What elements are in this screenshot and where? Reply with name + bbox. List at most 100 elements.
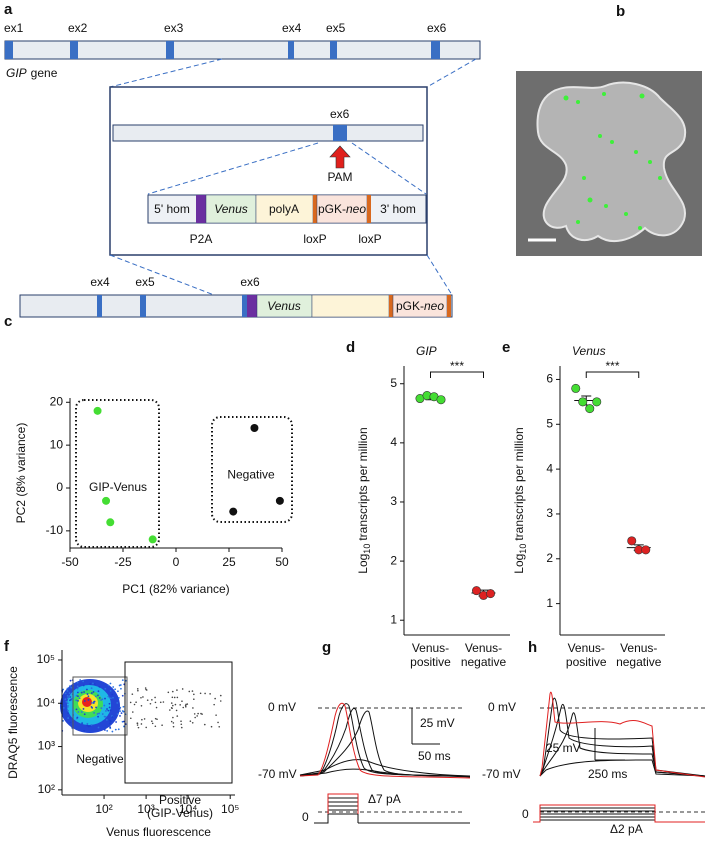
exon <box>333 125 347 141</box>
pam-arrow <box>329 145 351 169</box>
event <box>98 685 101 688</box>
x-tick-line: positive <box>566 655 607 669</box>
density-cloud <box>60 679 120 733</box>
x-tick-label: Venus-negative <box>616 641 662 669</box>
event <box>170 707 173 709</box>
gene-name: GIP <box>6 66 27 80</box>
x-tick-label: 10³ <box>137 802 154 816</box>
event <box>76 685 79 688</box>
segment-label: pGK-neo <box>318 202 366 216</box>
segment-label: Venus <box>214 202 248 216</box>
gate-label-line: (GIP-Venus) <box>147 806 213 820</box>
event <box>119 715 121 717</box>
event <box>151 699 153 701</box>
x-axis-label: Venus fluorescence <box>106 825 211 839</box>
event <box>104 697 106 700</box>
event <box>109 697 112 700</box>
event <box>76 687 79 690</box>
event <box>75 699 78 702</box>
zoom-line <box>426 58 477 88</box>
event <box>68 695 71 698</box>
exon-label: ex4 <box>282 21 302 35</box>
event <box>119 684 122 686</box>
zoom-line <box>351 142 427 195</box>
x-tick-label: 25 <box>222 555 236 569</box>
exon-label: ex6 <box>330 107 350 121</box>
event <box>219 700 222 702</box>
x-tick-line: Venus- <box>620 641 657 655</box>
segment-label-part: pGK- <box>318 202 346 216</box>
event <box>70 686 73 689</box>
event <box>171 696 174 699</box>
segment-label: 3' hom <box>380 202 416 216</box>
event <box>85 688 88 691</box>
event <box>154 701 157 704</box>
event <box>109 709 112 712</box>
event <box>68 692 71 695</box>
loxp-segment <box>313 195 317 223</box>
event <box>66 690 69 692</box>
event <box>78 697 81 700</box>
event <box>104 729 106 731</box>
event <box>103 704 106 707</box>
exon <box>140 295 146 317</box>
y-tick-label: 3 <box>546 506 553 520</box>
inset-bar <box>112 124 424 142</box>
event <box>142 696 144 698</box>
event <box>108 702 111 705</box>
event <box>154 696 156 699</box>
voltage-trace <box>539 759 706 777</box>
event <box>193 698 195 701</box>
point <box>436 395 446 405</box>
current-zero: 0 <box>302 810 309 824</box>
event <box>151 722 154 725</box>
panel-letter: d <box>346 339 355 356</box>
event <box>76 681 79 684</box>
exon-label: ex6 <box>240 275 260 289</box>
event <box>121 694 124 697</box>
point <box>571 383 581 393</box>
scale-label: 25 mV <box>546 741 581 755</box>
event <box>77 700 79 702</box>
y-label-part: transcripts per million <box>512 427 526 540</box>
y-tick-label: 5 <box>546 416 553 430</box>
event <box>83 700 86 702</box>
event <box>112 686 115 688</box>
event <box>119 710 121 713</box>
event <box>91 706 94 709</box>
event <box>64 692 67 695</box>
event <box>131 693 134 695</box>
event <box>193 713 196 715</box>
event <box>218 725 221 728</box>
panel-letter: c <box>4 313 12 330</box>
y-tick-label: 4 <box>390 435 397 449</box>
y-axis-label: PC2 (8% variance) <box>14 423 28 524</box>
event <box>145 688 147 691</box>
positive-events <box>61 679 222 733</box>
event <box>117 690 119 693</box>
event <box>180 720 182 723</box>
segment-label: 5' hom <box>154 202 190 216</box>
event <box>87 699 90 701</box>
x-tick-label: Venus-positive <box>566 641 607 669</box>
y-tick-label: 1 <box>390 612 397 626</box>
event <box>66 694 69 697</box>
event <box>111 716 114 718</box>
event <box>92 691 95 693</box>
event <box>200 712 202 715</box>
y-axis-label: Log10 transcripts per million <box>356 427 372 573</box>
x-tick-line: Venus- <box>412 641 449 655</box>
gate-label: Negative <box>76 752 124 766</box>
event <box>209 693 211 695</box>
event <box>104 687 107 690</box>
x-tick-label: Venus-negative <box>461 641 507 669</box>
event <box>176 696 179 699</box>
event <box>140 696 142 699</box>
event <box>181 700 183 703</box>
x-tick-label: 50 <box>275 555 289 569</box>
event <box>82 680 85 683</box>
exon <box>166 41 174 59</box>
segment-label: loxP <box>303 232 326 246</box>
event <box>180 723 183 726</box>
voltage-label: 0 mV <box>488 700 516 714</box>
